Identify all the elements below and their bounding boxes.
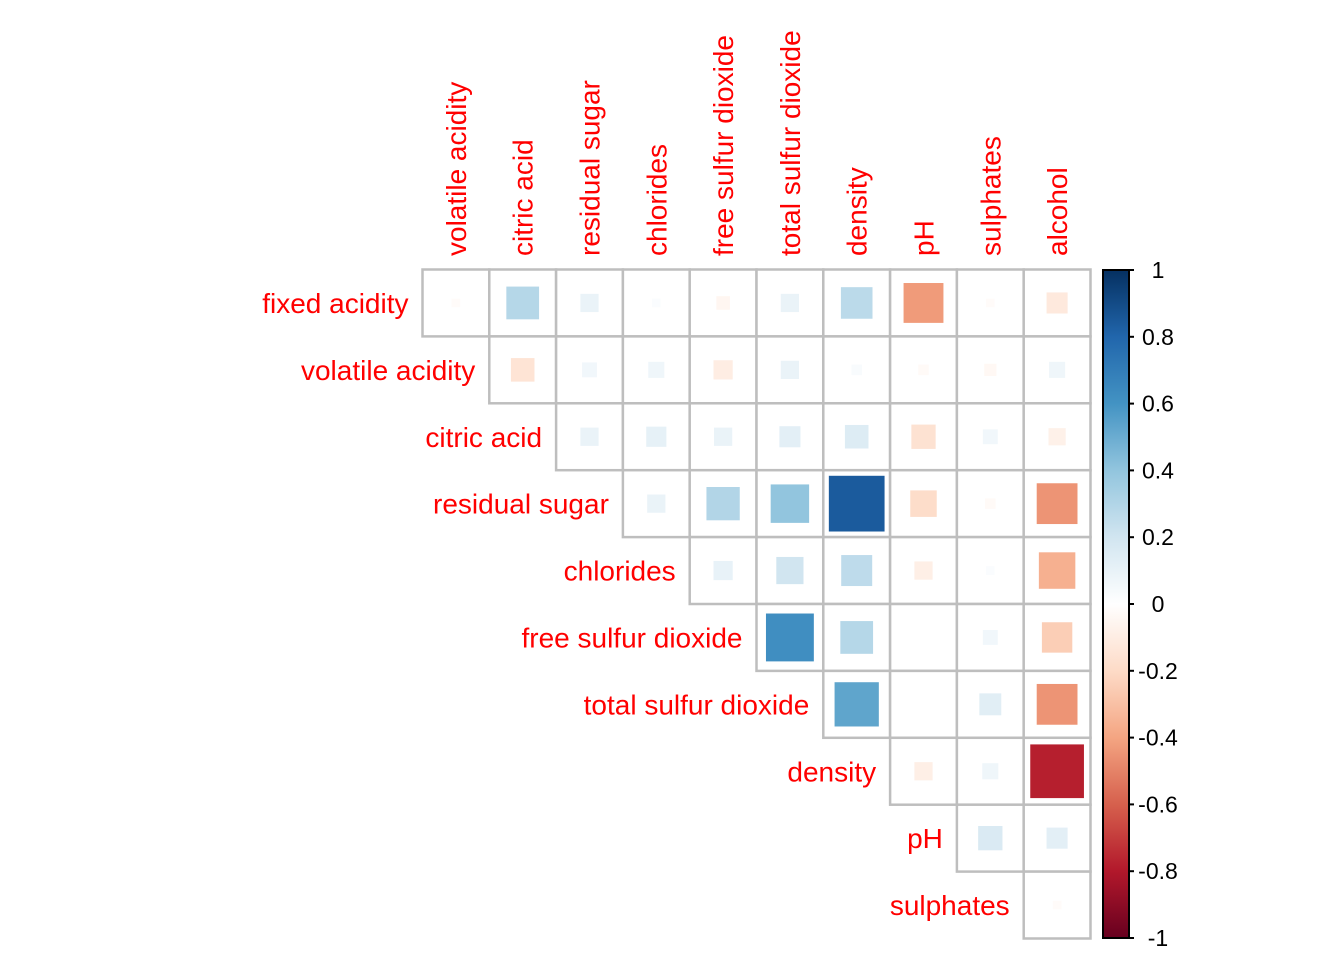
correlation-square	[982, 429, 998, 445]
correlation-square	[903, 283, 944, 323]
correlation-square	[776, 556, 804, 585]
correlation-square	[851, 364, 862, 376]
colorbar-tick-label: -0.8	[1138, 858, 1178, 884]
correlation-square	[1041, 622, 1073, 653]
correlation-square	[986, 566, 995, 575]
correlation-square	[982, 763, 999, 780]
correlation-square	[647, 494, 666, 513]
correlation-square	[713, 560, 733, 581]
correlation-square	[648, 361, 665, 378]
colorbar-tick-label: 1	[1152, 257, 1165, 283]
correlation-square	[840, 287, 873, 319]
correlation-square	[1030, 744, 1084, 799]
correlation-square	[765, 613, 814, 662]
correlation-square	[911, 424, 936, 449]
correlation-square	[986, 298, 995, 308]
row-label: sulphates	[890, 890, 1010, 921]
correlation-square	[910, 490, 937, 517]
row-label: citric acid	[425, 422, 542, 453]
correlation-square	[1046, 292, 1068, 314]
column-label: chlorides	[641, 144, 672, 256]
row-label: volatile acidity	[301, 355, 475, 386]
correlation-square	[713, 427, 733, 446]
correlation-square	[840, 621, 874, 654]
correlation-square	[828, 475, 885, 532]
correlation-square	[841, 555, 873, 587]
correlation-square	[779, 426, 801, 448]
correlation-square	[652, 298, 661, 308]
correlation-square	[1046, 827, 1068, 849]
column-label: density	[842, 167, 873, 256]
column-labels: volatile acidity citric acid residual suga…	[441, 30, 1073, 256]
matrix-cell	[688, 335, 758, 405]
correlation-square	[716, 296, 730, 310]
matrix-cells	[421, 268, 1092, 940]
colorbar-legend: 1 0.8 0.6 0.4 0.2 0 -0.2 -0.4 -0.6 -0.8 -1	[1102, 257, 1178, 951]
column-label: residual sugar	[575, 80, 606, 256]
colorbar-tick-label: 0.2	[1142, 524, 1174, 550]
row-label: total sulfur dioxide	[584, 689, 810, 720]
colorbar-tick-label: 0	[1152, 591, 1165, 617]
row-label: pH	[907, 823, 943, 854]
correlation-square	[1049, 361, 1066, 378]
correlation-square	[834, 682, 879, 727]
row-label: fixed acidity	[262, 288, 408, 319]
matrix-cell	[688, 402, 758, 472]
row-label: chlorides	[564, 556, 676, 587]
column-label: total sulfur dioxide	[775, 30, 806, 256]
correlation-square	[451, 298, 461, 308]
column-label: free sulfur dioxide	[708, 35, 739, 256]
row-label: free sulfur dioxide	[521, 622, 742, 653]
correlation-square	[918, 364, 929, 376]
column-label: pH	[909, 220, 940, 256]
column-label: alcohol	[1042, 167, 1073, 256]
correlation-square	[770, 484, 810, 523]
correlation-square	[979, 693, 1002, 716]
correlation-square	[978, 825, 1003, 851]
correlation-square	[1052, 900, 1062, 910]
correlation-square	[1038, 552, 1076, 589]
row-labels: fixed acidity volatile acidity citric acid…	[262, 288, 1009, 921]
correlation-square	[510, 358, 535, 382]
colorbar-tick-label: 0.6	[1142, 391, 1174, 417]
column-label: volatile acidity	[441, 82, 472, 256]
colorbar-tick-label: 0.8	[1142, 324, 1174, 350]
correlation-square	[984, 363, 997, 376]
correlation-square	[582, 362, 597, 378]
correlation-square	[1036, 483, 1078, 525]
correlation-square	[780, 360, 800, 379]
correlation-square	[780, 293, 800, 313]
correlation-square	[706, 486, 740, 521]
colorbar-tick-label: -0.6	[1138, 791, 1178, 817]
row-label: residual sugar	[433, 489, 609, 520]
correlation-square	[1048, 428, 1066, 446]
correlation-square	[985, 498, 996, 509]
correlation-square	[844, 424, 869, 449]
correlation-square	[506, 286, 540, 320]
colorbar-tick-label: -0.2	[1138, 658, 1178, 684]
correlation-square	[1036, 683, 1078, 725]
correlation-square	[580, 427, 599, 446]
correlation-square	[914, 561, 933, 580]
matrix-cell	[888, 669, 959, 740]
correlation-square	[713, 360, 733, 380]
correlation-square	[580, 293, 599, 313]
colorbar-tick-label: 0.4	[1142, 457, 1174, 483]
row-label: density	[787, 756, 876, 787]
correlation-square	[914, 762, 933, 781]
colorbar-tick-label: -0.4	[1138, 725, 1178, 751]
matrix-cell	[888, 268, 959, 338]
correlation-square	[646, 426, 667, 447]
colorbar	[1102, 269, 1130, 939]
correlation-square	[982, 630, 998, 645]
column-label: citric acid	[508, 139, 539, 256]
column-label: sulphates	[975, 136, 1006, 256]
colorbar-tick-label: -1	[1148, 925, 1168, 951]
matrix-cell	[888, 602, 959, 673]
